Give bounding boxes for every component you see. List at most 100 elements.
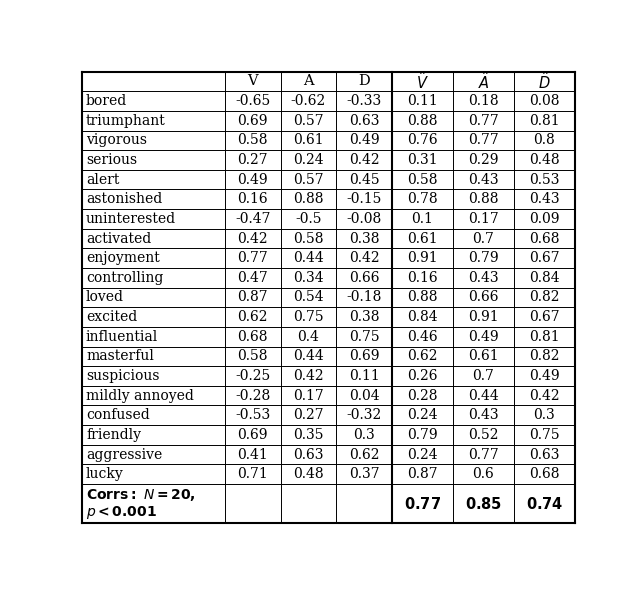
Text: 0.87: 0.87	[237, 290, 268, 305]
Text: 0.62: 0.62	[349, 448, 380, 462]
Text: $\mathbf{\mathit{p} < 0.001}$: $\mathbf{\mathit{p} < 0.001}$	[86, 504, 157, 521]
Text: $\hat{D}$: $\hat{D}$	[538, 71, 551, 92]
Text: 0.08: 0.08	[529, 94, 560, 108]
Text: 0.75: 0.75	[529, 428, 560, 442]
Text: $\mathbf{Corrs:}\ \mathbf{\mathit{N} = 20,}$: $\mathbf{Corrs:}\ \mathbf{\mathit{N} = 2…	[86, 487, 196, 503]
Text: $\hat{V}$: $\hat{V}$	[416, 71, 429, 92]
Text: $\mathbf{0.85}$: $\mathbf{0.85}$	[465, 496, 502, 512]
Text: 0.77: 0.77	[468, 114, 499, 128]
Text: enjoyment: enjoyment	[86, 251, 160, 265]
Text: 0.3: 0.3	[534, 408, 556, 422]
Text: masterful: masterful	[86, 349, 154, 363]
Text: 0.8: 0.8	[534, 133, 556, 147]
Text: 0.53: 0.53	[529, 173, 560, 187]
Text: 0.4: 0.4	[298, 330, 319, 344]
Text: 0.69: 0.69	[237, 114, 268, 128]
Text: 0.43: 0.43	[468, 408, 499, 422]
Text: 0.1: 0.1	[412, 212, 433, 226]
Text: 0.63: 0.63	[349, 114, 380, 128]
Text: -0.47: -0.47	[235, 212, 271, 226]
Text: -0.08: -0.08	[346, 212, 381, 226]
Text: -0.65: -0.65	[235, 94, 270, 108]
Text: 0.34: 0.34	[293, 271, 324, 285]
Text: D: D	[358, 74, 370, 88]
Text: 0.24: 0.24	[407, 448, 438, 462]
Text: 0.17: 0.17	[468, 212, 499, 226]
Text: 0.24: 0.24	[293, 153, 324, 167]
Text: 0.91: 0.91	[407, 251, 438, 265]
Text: 0.67: 0.67	[529, 251, 560, 265]
Text: 0.69: 0.69	[349, 349, 380, 363]
Text: 0.6: 0.6	[472, 467, 494, 481]
Text: 0.7: 0.7	[472, 369, 494, 383]
Text: 0.71: 0.71	[237, 467, 268, 481]
Text: 0.84: 0.84	[407, 310, 438, 324]
Text: suspicious: suspicious	[86, 369, 159, 383]
Text: 0.16: 0.16	[237, 192, 268, 206]
Text: 0.43: 0.43	[468, 271, 499, 285]
Text: alert: alert	[86, 173, 119, 187]
Text: 0.42: 0.42	[529, 389, 560, 403]
Text: activated: activated	[86, 231, 151, 246]
Text: uninterested: uninterested	[86, 212, 176, 226]
Text: $\mathbf{0.74}$: $\mathbf{0.74}$	[526, 496, 563, 512]
Text: 0.77: 0.77	[468, 448, 499, 462]
Text: 0.76: 0.76	[407, 133, 438, 147]
Text: -0.5: -0.5	[295, 212, 322, 226]
Text: 0.88: 0.88	[468, 192, 499, 206]
Text: 0.45: 0.45	[349, 173, 380, 187]
Text: 0.44: 0.44	[468, 389, 499, 403]
Text: 0.3: 0.3	[353, 428, 375, 442]
Text: 0.26: 0.26	[407, 369, 438, 383]
Text: -0.18: -0.18	[346, 290, 381, 305]
Text: 0.47: 0.47	[237, 271, 268, 285]
Text: 0.66: 0.66	[349, 271, 380, 285]
Text: 0.46: 0.46	[407, 330, 438, 344]
Text: 0.44: 0.44	[293, 349, 324, 363]
Text: 0.37: 0.37	[349, 467, 380, 481]
Text: 0.58: 0.58	[237, 133, 268, 147]
Text: 0.57: 0.57	[293, 173, 324, 187]
Text: 0.42: 0.42	[349, 153, 380, 167]
Text: 0.75: 0.75	[293, 310, 324, 324]
Text: 0.11: 0.11	[349, 369, 380, 383]
Text: -0.53: -0.53	[235, 408, 270, 422]
Text: 0.81: 0.81	[529, 330, 560, 344]
Text: -0.62: -0.62	[291, 94, 326, 108]
Text: 0.62: 0.62	[407, 349, 438, 363]
Text: excited: excited	[86, 310, 137, 324]
Text: A: A	[303, 74, 314, 88]
Text: -0.32: -0.32	[346, 408, 381, 422]
Text: triumphant: triumphant	[86, 114, 166, 128]
Text: 0.61: 0.61	[407, 231, 438, 246]
Text: 0.62: 0.62	[237, 310, 268, 324]
Text: 0.84: 0.84	[529, 271, 560, 285]
Text: 0.79: 0.79	[468, 251, 499, 265]
Text: 0.11: 0.11	[407, 94, 438, 108]
Text: confused: confused	[86, 408, 150, 422]
Text: 0.42: 0.42	[293, 369, 324, 383]
Text: 0.7: 0.7	[472, 231, 494, 246]
Text: 0.49: 0.49	[349, 133, 380, 147]
Text: 0.77: 0.77	[237, 251, 268, 265]
Text: loved: loved	[86, 290, 124, 305]
Text: 0.49: 0.49	[529, 369, 560, 383]
Text: 0.17: 0.17	[293, 389, 324, 403]
Text: 0.48: 0.48	[529, 153, 560, 167]
Text: 0.16: 0.16	[407, 271, 438, 285]
Text: 0.49: 0.49	[237, 173, 268, 187]
Text: 0.68: 0.68	[529, 467, 560, 481]
Text: 0.41: 0.41	[237, 448, 268, 462]
Text: 0.81: 0.81	[529, 114, 560, 128]
Text: -0.33: -0.33	[346, 94, 381, 108]
Text: 0.58: 0.58	[237, 349, 268, 363]
Text: 0.35: 0.35	[293, 428, 324, 442]
Text: vigorous: vigorous	[86, 133, 147, 147]
Text: mildly annoyed: mildly annoyed	[86, 389, 194, 403]
Text: 0.04: 0.04	[349, 389, 380, 403]
Text: 0.29: 0.29	[468, 153, 499, 167]
Text: 0.79: 0.79	[407, 428, 438, 442]
Text: serious: serious	[86, 153, 137, 167]
Text: 0.44: 0.44	[293, 251, 324, 265]
Text: 0.58: 0.58	[407, 173, 438, 187]
